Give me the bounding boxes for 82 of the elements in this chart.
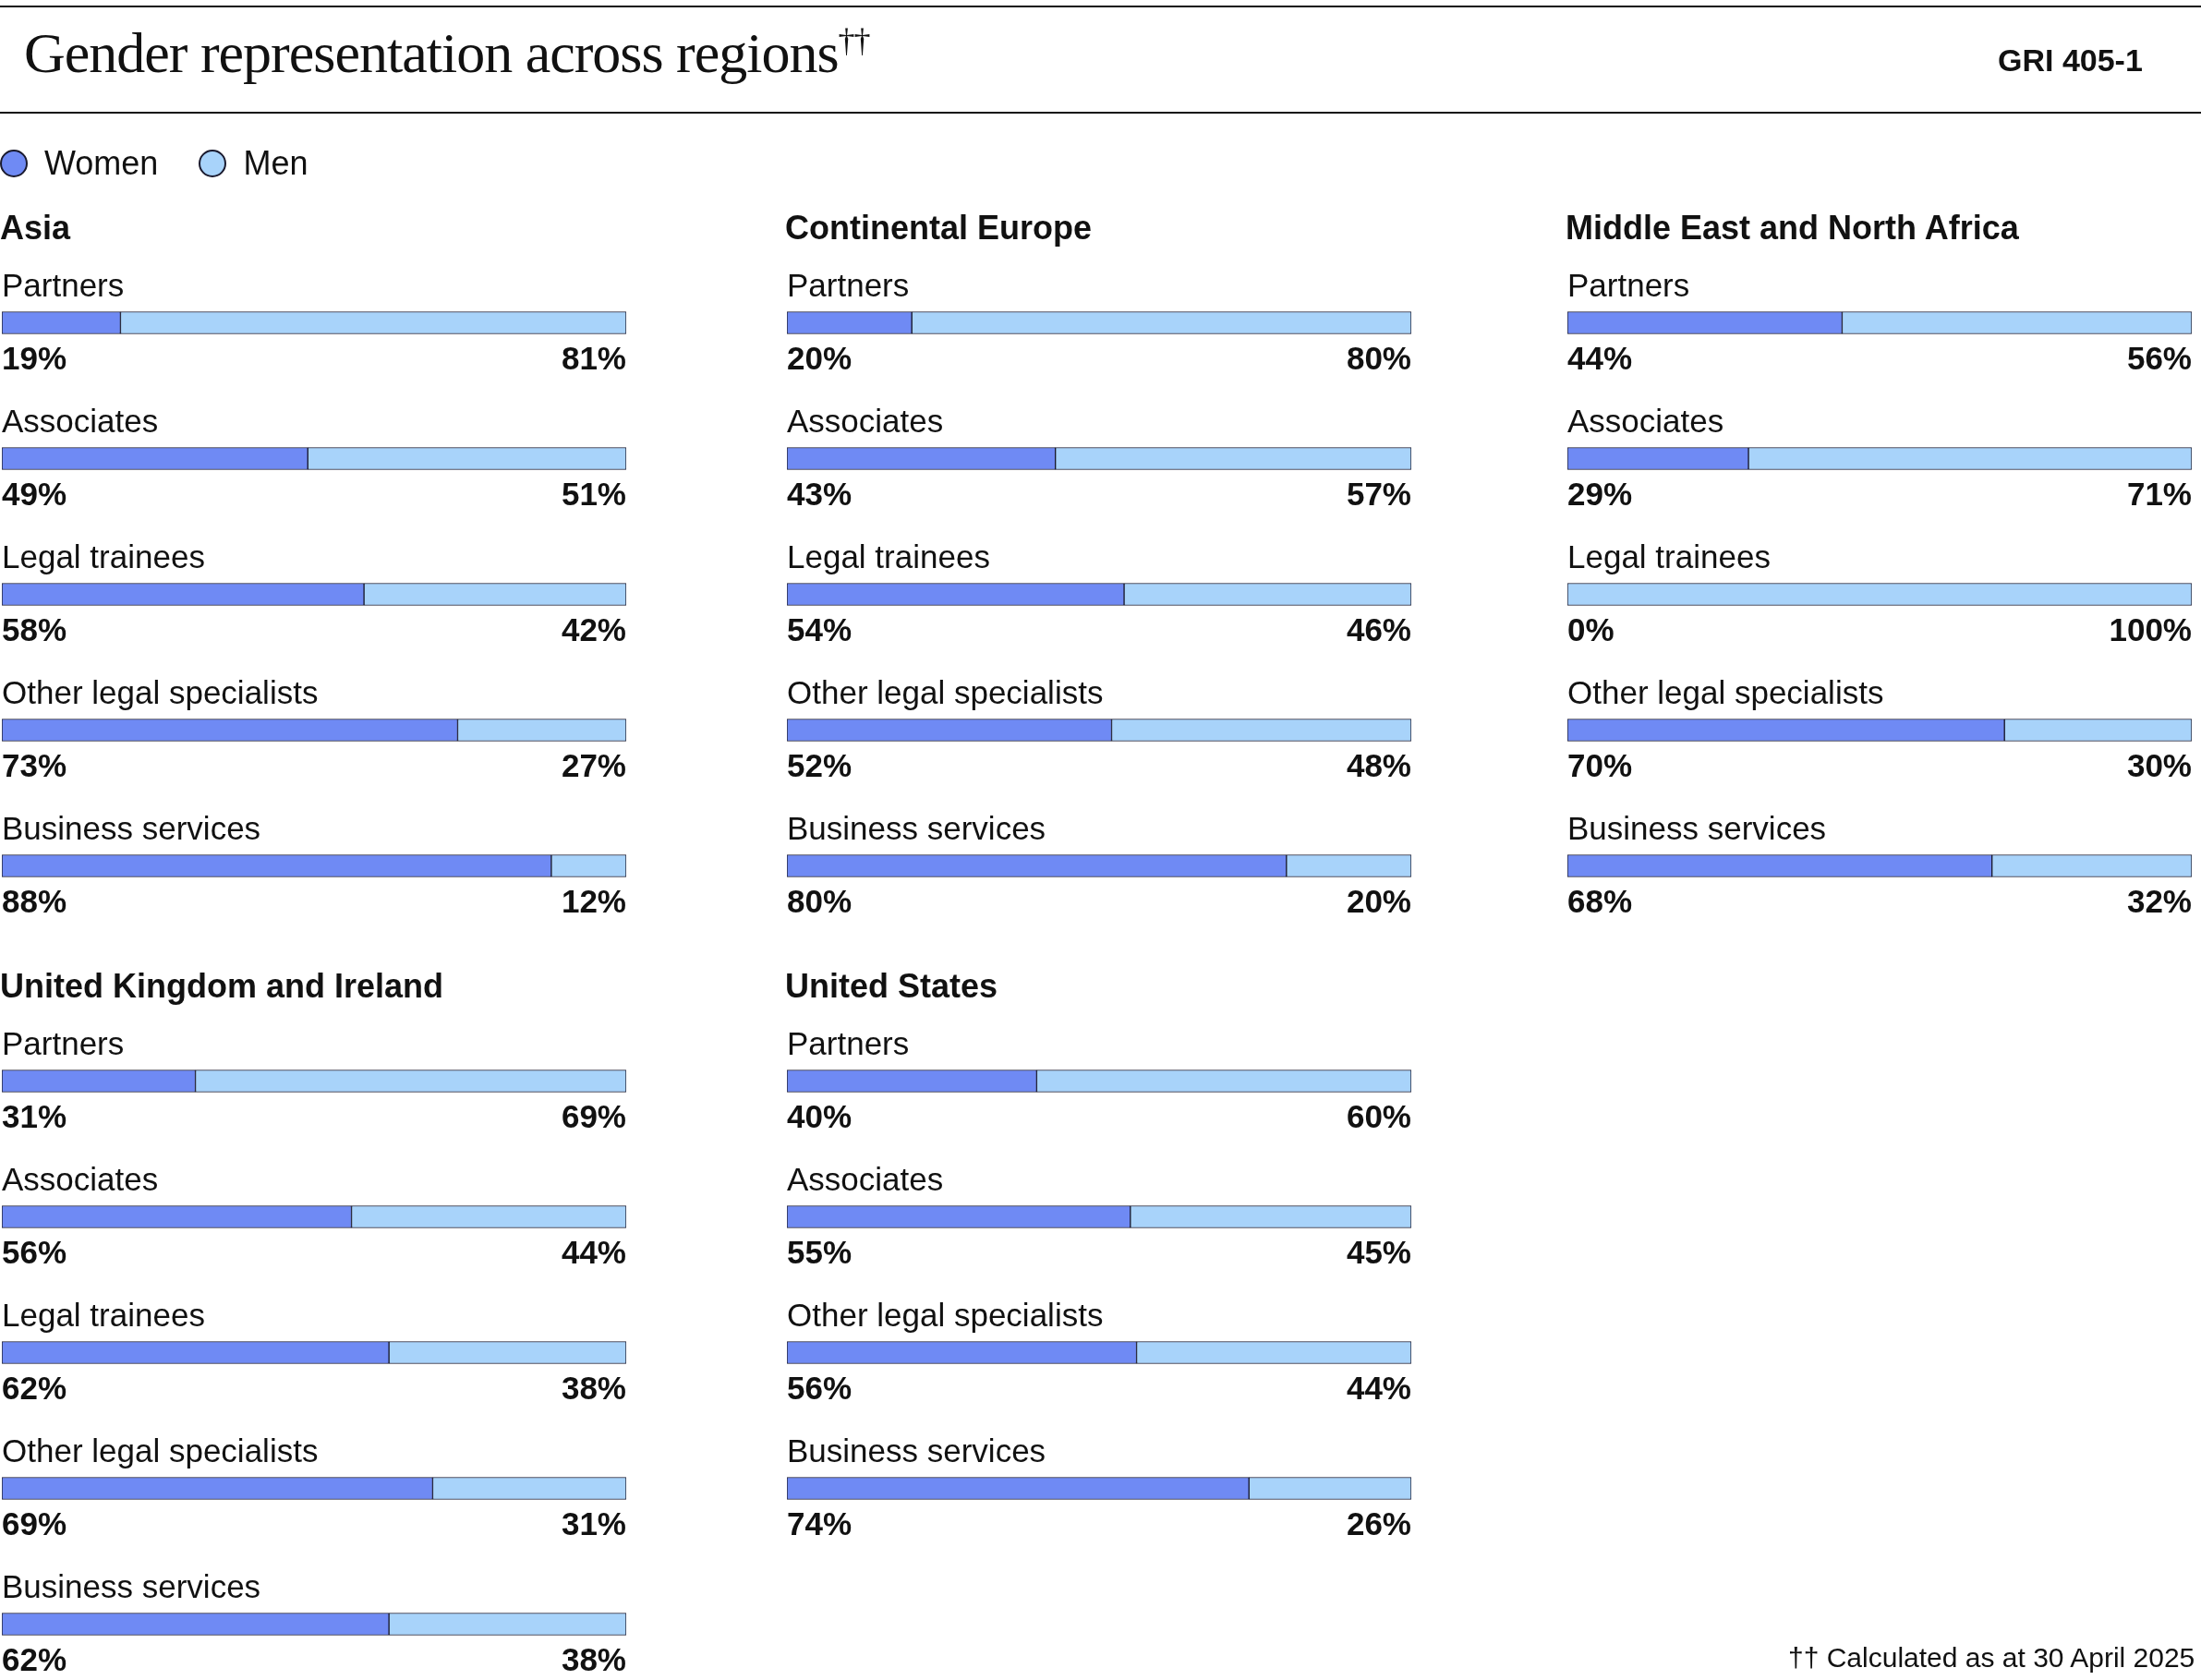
data-label: 51% <box>561 476 626 513</box>
data-label: 38% <box>561 1370 626 1407</box>
data-label: 100% <box>2109 611 2192 648</box>
y-tick-label: Other legal specialists <box>787 674 1104 711</box>
data-label: 55% <box>787 1234 853 1271</box>
data-label: 60% <box>1346 1098 1411 1135</box>
chart-title: United States <box>785 967 998 1006</box>
data-label: 45% <box>1346 1234 1411 1271</box>
data-label: 29% <box>1567 476 1633 513</box>
y-tick-label: Business services <box>2 1568 261 1605</box>
text: GRI 405-1 <box>1998 42 2143 79</box>
y-tick-label: Legal trainees <box>2 1297 205 1334</box>
data-label: 46% <box>1346 611 1411 648</box>
y-tick-label: Partners <box>787 1025 910 1062</box>
y-tick-label: Legal trainees <box>1567 538 1771 575</box>
data-label: 26% <box>1346 1505 1411 1542</box>
data-label: 43% <box>787 476 853 513</box>
data-label: 81% <box>561 340 626 377</box>
y-tick-label: Other legal specialists <box>2 1432 319 1469</box>
y-tick-label: Associates <box>2 1161 159 1198</box>
data-label: 70% <box>1567 747 1633 784</box>
y-tick-label: Associates <box>2 403 159 440</box>
data-label: 73% <box>2 747 67 784</box>
data-label: 38% <box>561 1641 626 1678</box>
chart-title: Middle East and North Africa <box>1566 209 2019 248</box>
data-label: 56% <box>787 1370 853 1407</box>
y-tick-label: Partners <box>1567 267 1690 304</box>
data-label: 88% <box>2 883 67 920</box>
data-label: 57% <box>1346 476 1411 513</box>
text: Gender representation across regions$^{††}$ <box>24 20 870 86</box>
legend-label: Men <box>243 144 308 183</box>
data-label: 80% <box>1346 340 1411 377</box>
data-label: 62% <box>2 1641 67 1678</box>
y-tick-label: Business services <box>787 810 1046 847</box>
chart-title: United Kingdom and Ireland <box>0 967 444 1006</box>
data-label: 30% <box>2126 747 2192 784</box>
data-label: 42% <box>561 611 626 648</box>
y-tick-label: Partners <box>787 267 910 304</box>
y-tick-label: Other legal specialists <box>787 1297 1104 1334</box>
y-tick-label: Legal trainees <box>787 538 990 575</box>
y-tick-label: Associates <box>787 403 944 440</box>
y-tick-label: Associates <box>787 1161 944 1198</box>
chart-title: Asia <box>0 209 71 248</box>
data-label: 20% <box>1346 883 1411 920</box>
data-label: 12% <box>561 883 626 920</box>
y-tick-label: Other legal specialists <box>2 674 319 711</box>
y-tick-label: Associates <box>1567 403 1724 440</box>
data-label: 44% <box>1567 340 1633 377</box>
data-label: 48% <box>1346 747 1411 784</box>
y-tick-label: Business services <box>2 810 261 847</box>
data-label: 56% <box>2 1234 67 1271</box>
y-tick-label: Partners <box>2 267 125 304</box>
data-label: 44% <box>1346 1370 1411 1407</box>
data-label: 56% <box>2126 340 2192 377</box>
data-label: 32% <box>2126 883 2192 920</box>
y-tick-label: Business services <box>1567 810 1827 847</box>
y-tick-label: Legal trainees <box>2 538 205 575</box>
data-label: 62% <box>2 1370 67 1407</box>
data-label: 44% <box>561 1234 626 1271</box>
data-label: 71% <box>2126 476 2192 513</box>
data-label: 19% <box>2 340 67 377</box>
data-label: 20% <box>787 340 853 377</box>
data-label: 27% <box>561 747 626 784</box>
data-label: 68% <box>1567 883 1633 920</box>
text: †† Calculated as at 30 April 2025 <box>1788 1642 2195 1674</box>
data-label: 69% <box>561 1098 626 1135</box>
data-label: 58% <box>2 611 67 648</box>
y-tick-label: Other legal specialists <box>1567 674 1884 711</box>
data-label: 0% <box>1567 611 1614 648</box>
y-tick-label: Business services <box>787 1432 1046 1469</box>
data-label: 31% <box>561 1505 626 1542</box>
data-label: 80% <box>787 883 853 920</box>
legend-label: Women <box>44 144 159 183</box>
data-label: 54% <box>787 611 853 648</box>
data-label: 74% <box>787 1505 853 1542</box>
data-label: 69% <box>2 1505 67 1542</box>
data-label: 40% <box>787 1098 853 1135</box>
data-label: 49% <box>2 476 67 513</box>
data-label: 31% <box>2 1098 67 1135</box>
y-tick-label: Partners <box>2 1025 125 1062</box>
data-label: 52% <box>787 747 853 784</box>
chart-title: Continental Europe <box>785 209 1092 248</box>
